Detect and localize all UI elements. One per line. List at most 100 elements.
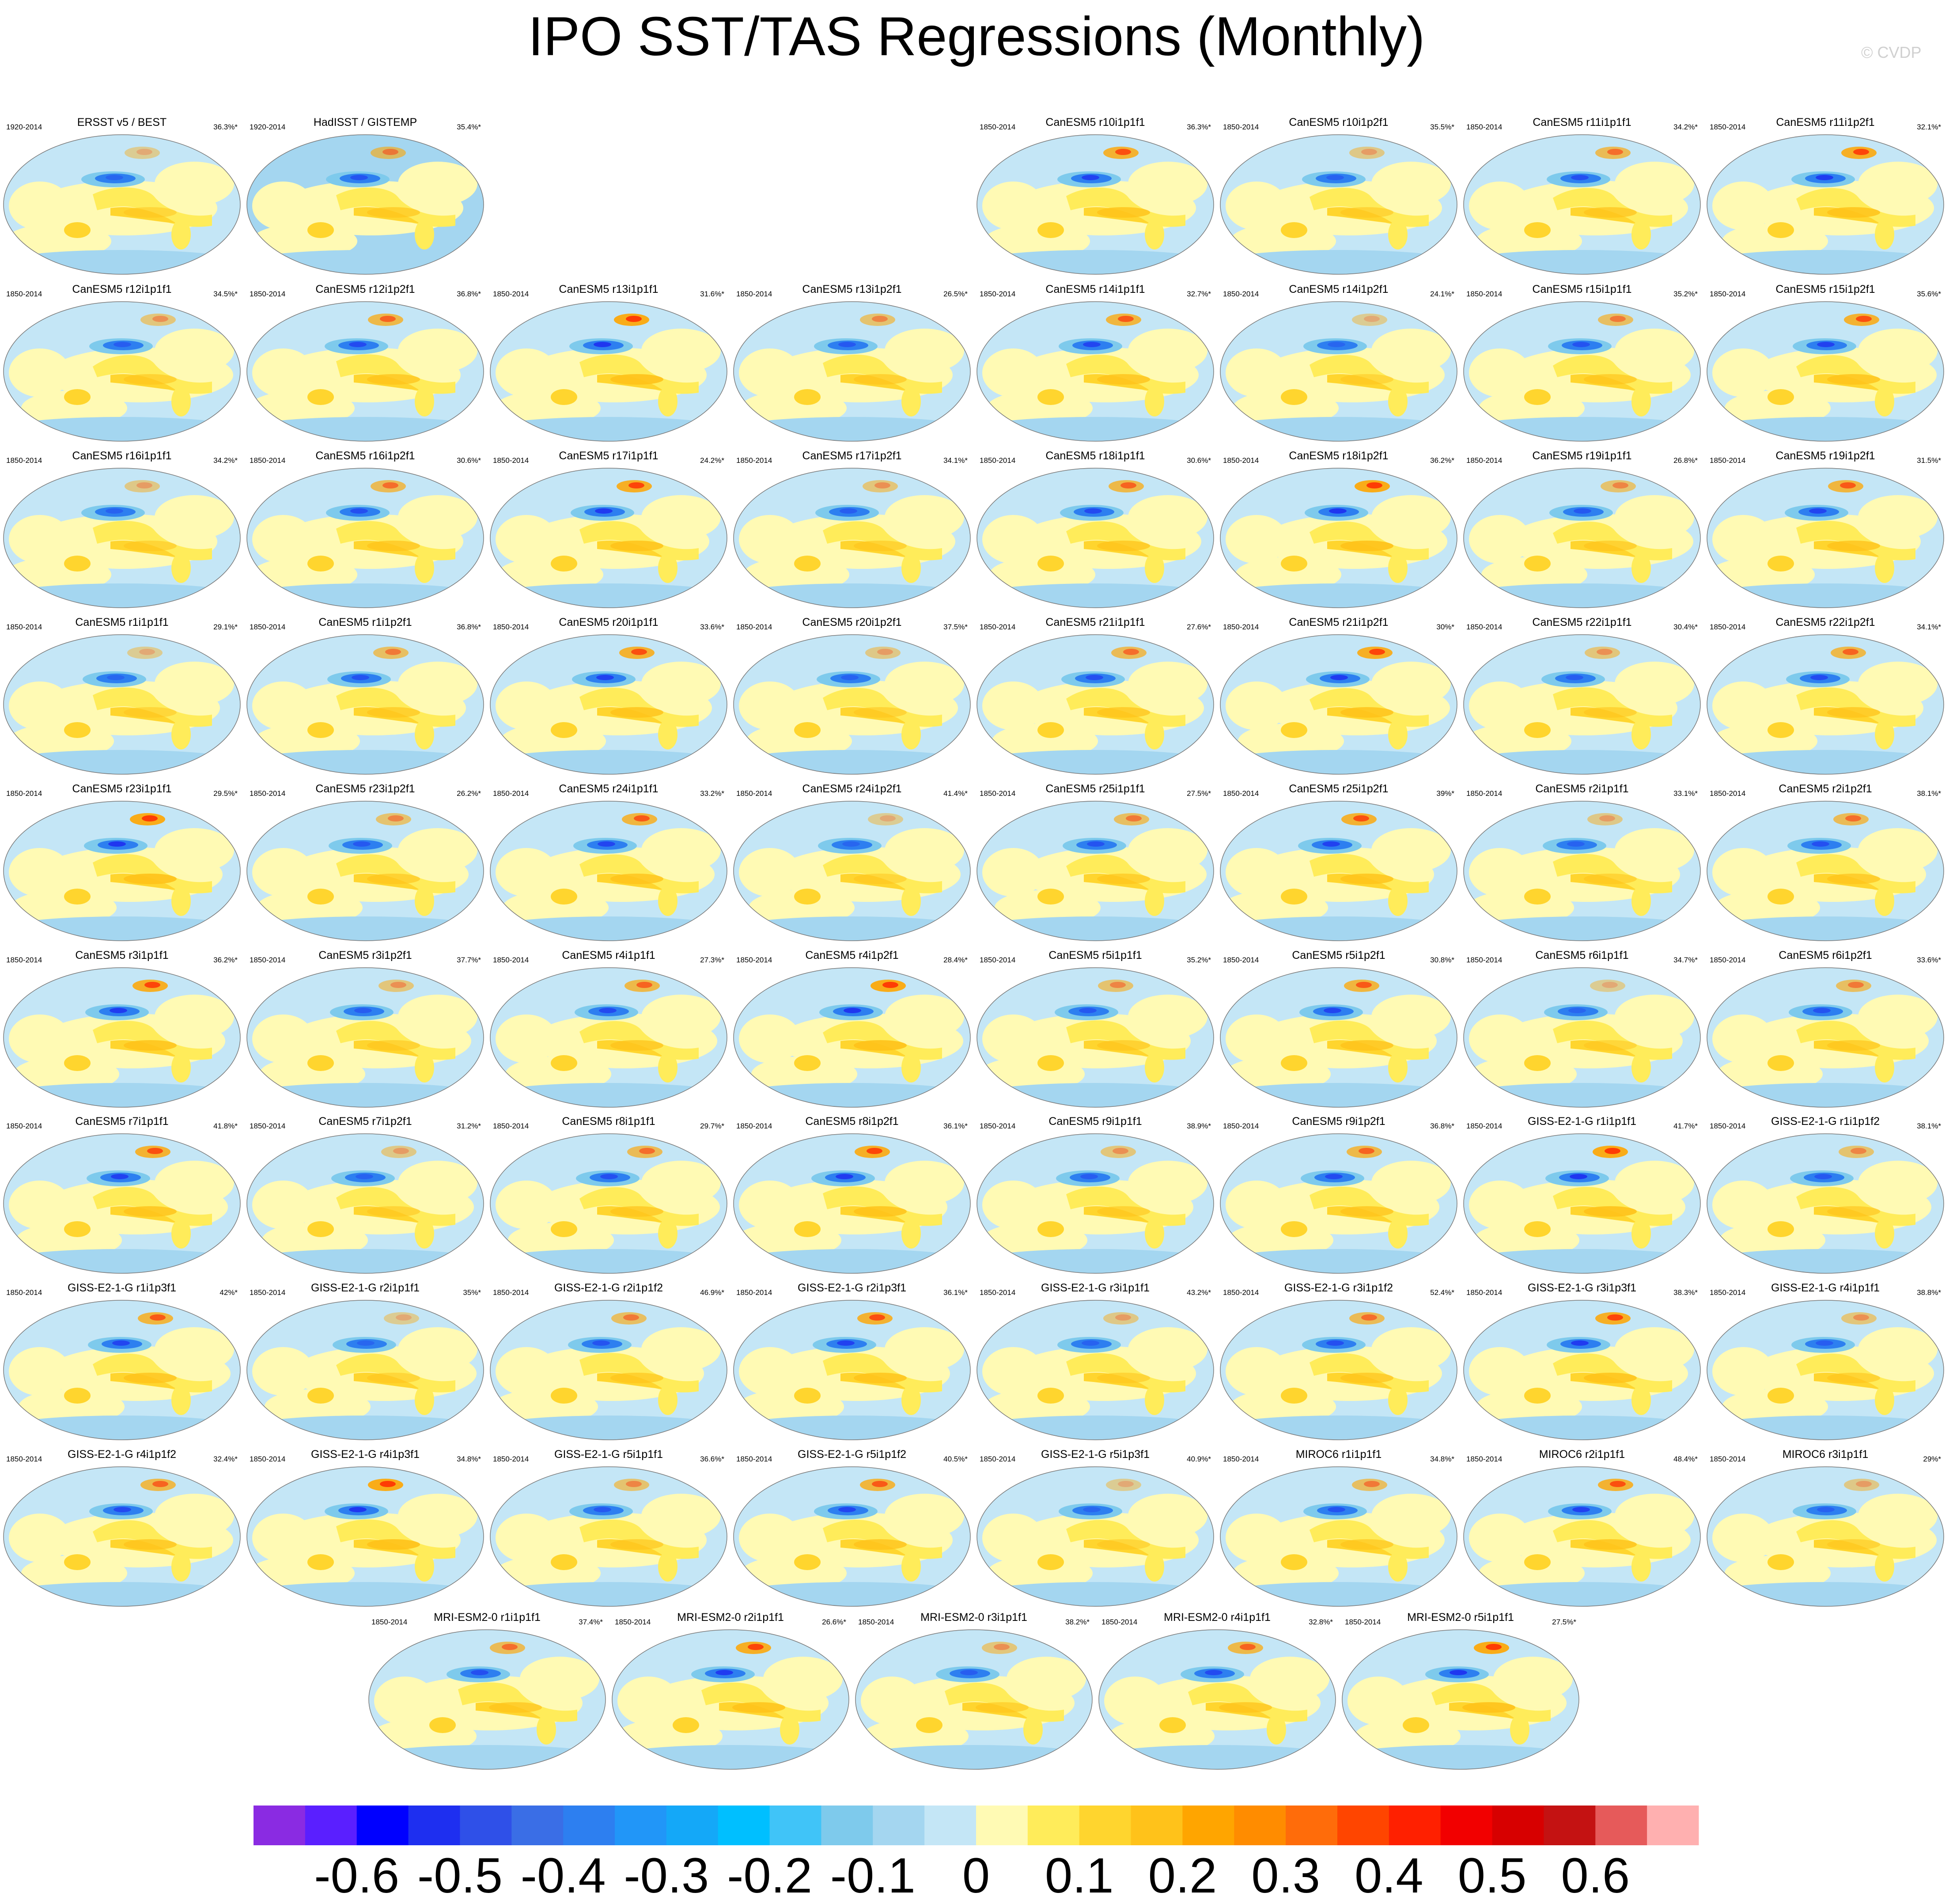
regression-map (1220, 468, 1457, 608)
map-panel: CanESM5 r25i1p2f1 1850-2014 39%* (1217, 782, 1461, 946)
panel-variance-pct: 34.5%* (213, 290, 238, 298)
regression-map (1220, 967, 1457, 1108)
map-panel: GISS-E2-1-G r2i1p3f1 1850-2014 36.1%* (730, 1281, 974, 1446)
panel-period: 1850-2014 (1710, 1288, 1746, 1297)
regression-map (733, 1133, 971, 1274)
panel-period: 1850-2014 (6, 789, 42, 798)
panel-title: CanESM5 r6i1p1f1 (1535, 949, 1629, 961)
regression-map (1463, 301, 1701, 442)
panel-variance-pct: 35.5%* (1430, 123, 1454, 131)
regression-map (1463, 1133, 1701, 1274)
panel-variance-pct: 35.2%* (1673, 290, 1698, 298)
map-panel: CanESM5 r2i1p1f1 1850-2014 33.1%* (1460, 782, 1704, 946)
regression-map (1220, 301, 1457, 442)
panel-title: CanESM5 r25i1p2f1 (1289, 783, 1389, 795)
panel-variance-pct: 35.2%* (1187, 956, 1211, 964)
panel-period: 1850-2014 (736, 456, 772, 465)
map-panel: CanESM5 r21i1p2f1 1850-2014 30%* (1217, 616, 1461, 780)
regression-map (246, 1300, 484, 1440)
panel-variance-pct: 38.2%* (1065, 1618, 1090, 1626)
regression-map (1220, 1300, 1457, 1440)
panel-variance-pct: 31.5%* (1917, 456, 1941, 465)
panel-period: 1850-2014 (250, 1122, 286, 1130)
panel-title: CanESM5 r12i1p1f1 (72, 283, 172, 295)
panel-period: 1850-2014 (1223, 1288, 1259, 1297)
map-panel: CanESM5 r24i1p1f1 1850-2014 33.2%* (487, 782, 730, 946)
panel-title: CanESM5 r13i1p1f1 (559, 283, 659, 295)
panel-title: CanESM5 r1i1p1f1 (75, 616, 169, 628)
panel-variance-pct: 32.1%* (1917, 123, 1941, 131)
map-panel: MIROC6 r2i1p1f1 1850-2014 48.4%* (1460, 1448, 1704, 1612)
regression-map (246, 1133, 484, 1274)
map-panel: CanESM5 r11i1p2f1 1850-2014 32.1%* (1703, 116, 1947, 280)
regression-map (1707, 634, 1944, 775)
panel-variance-pct: 26.5%* (943, 290, 968, 298)
map-panel: CanESM5 r1i1p1f1 1850-2014 29.1%* (0, 616, 244, 780)
regression-map (246, 634, 484, 775)
panel-period: 1850-2014 (858, 1618, 894, 1626)
regression-map (1220, 1466, 1457, 1607)
panel-period: 1850-2014 (1223, 1455, 1259, 1463)
panel-variance-pct: 33.2%* (700, 789, 724, 798)
panel-title: CanESM5 r15i1p1f1 (1532, 283, 1632, 295)
panel-variance-pct: 29.7%* (700, 1122, 724, 1130)
map-panel: GISS-E2-1-G r3i1p1f2 1850-2014 52.4%* (1217, 1281, 1461, 1446)
panel-period: 1850-2014 (736, 956, 772, 964)
regression-map (490, 468, 727, 608)
regression-map (3, 967, 241, 1108)
panel-title: MRI-ESM2-0 r1i1p1f1 (434, 1611, 541, 1624)
panel-variance-pct: 29.1%* (213, 623, 238, 631)
map-panel: CanESM5 r23i1p2f1 1850-2014 26.2%* (243, 782, 487, 946)
panel-variance-pct: 36.8%* (457, 623, 481, 631)
panel-variance-pct: 34.2%* (1673, 123, 1698, 131)
map-panel: CanESM5 r10i1p1f1 1850-2014 36.3%* (973, 116, 1217, 280)
panel-variance-pct: 34.1%* (1917, 623, 1941, 631)
panel-period: 1850-2014 (6, 290, 42, 298)
panel-variance-pct: 36.1%* (943, 1288, 968, 1297)
panel-title: CanESM5 r9i1p2f1 (1292, 1115, 1385, 1128)
panel-title: CanESM5 r16i1p1f1 (72, 450, 172, 462)
panel-period: 1850-2014 (1466, 123, 1503, 131)
panel-period: 1850-2014 (736, 623, 772, 631)
panel-period: 1850-2014 (1101, 1618, 1138, 1626)
panel-period: 1850-2014 (6, 956, 42, 964)
panel-title: CanESM5 r16i1p2f1 (315, 450, 415, 462)
map-panel: CanESM5 r23i1p1f1 1850-2014 29.5%* (0, 782, 244, 946)
map-panel: CanESM5 r20i1p2f1 1850-2014 37.5%* (730, 616, 974, 780)
panel-period: 1920-2014 (6, 123, 42, 131)
panel-title: CanESM5 r17i1p1f1 (559, 450, 659, 462)
panel-title: CanESM5 r18i1p2f1 (1289, 450, 1389, 462)
map-panel: CanESM5 r8i1p2f1 1850-2014 36.1%* (730, 1115, 974, 1279)
panel-period: 1850-2014 (1466, 1288, 1503, 1297)
regression-map (1707, 468, 1944, 608)
panel-title: GISS-E2-1-G r3i1p1f1 (1041, 1282, 1150, 1294)
panel-period: 1850-2014 (736, 1455, 772, 1463)
map-panel: MRI-ESM2-0 r5i1p1f1 1850-2014 27.5%* (1339, 1611, 1582, 1775)
panel-variance-pct: 30.4%* (1673, 623, 1698, 631)
panel-period: 1850-2014 (1710, 123, 1746, 131)
panel-title: CanESM5 r23i1p2f1 (315, 783, 415, 795)
panel-title: GISS-E2-1-G r5i1p3f1 (1041, 1448, 1150, 1461)
panel-period: 1850-2014 (1710, 1122, 1746, 1130)
panel-variance-pct: 29%* (1923, 1455, 1941, 1463)
map-panel: GISS-E2-1-G r5i1p1f1 1850-2014 36.6%* (487, 1448, 730, 1612)
panel-variance-pct: 38.1%* (1917, 1122, 1941, 1130)
panel-title: CanESM5 r10i1p1f1 (1045, 116, 1145, 129)
panel-period: 1850-2014 (250, 456, 286, 465)
regression-map (246, 134, 484, 275)
panel-variance-pct: 34.2%* (213, 456, 238, 465)
regression-map (1463, 634, 1701, 775)
panel-title: CanESM5 r1i1p2f1 (318, 616, 412, 628)
panel-title: CanESM5 r17i1p2f1 (802, 450, 902, 462)
panel-variance-pct: 35.6%* (1917, 290, 1941, 298)
map-panel: CanESM5 r25i1p1f1 1850-2014 27.5%* (973, 782, 1217, 946)
panel-period: 1850-2014 (980, 1122, 1016, 1130)
panel-title: CanESM5 r24i1p2f1 (802, 783, 902, 795)
panel-title: CanESM5 r8i1p1f1 (562, 1115, 655, 1128)
map-panel: CanESM5 r18i1p2f1 1850-2014 36.2%* (1217, 449, 1461, 613)
map-panel: CanESM5 r4i1p2f1 1850-2014 28.4%* (730, 949, 974, 1113)
panel-period: 1850-2014 (250, 290, 286, 298)
map-panel: CanESM5 r13i1p1f1 1850-2014 31.6%* (487, 283, 730, 447)
panel-title: CanESM5 r3i1p1f1 (75, 949, 169, 961)
panel-period: 1850-2014 (1710, 623, 1746, 631)
